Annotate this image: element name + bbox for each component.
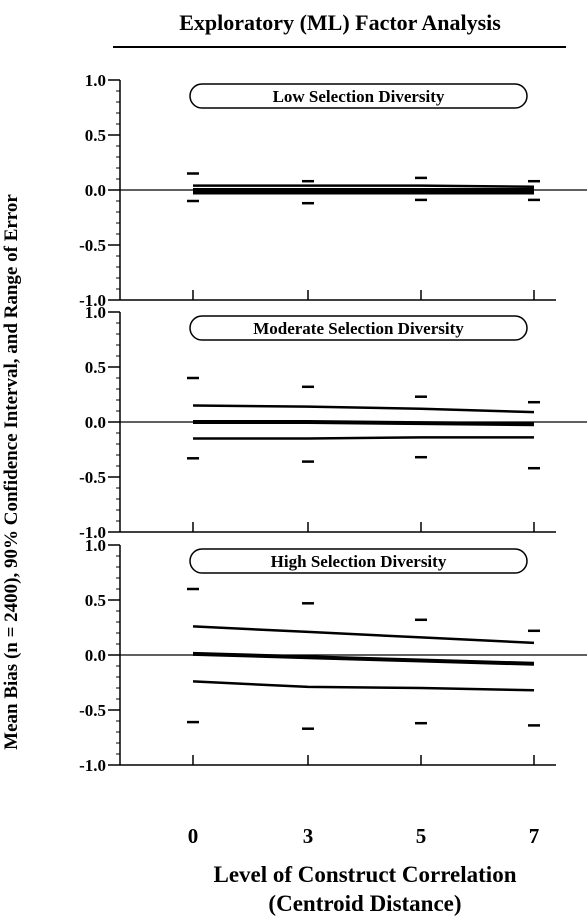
panel-title: High Selection Diversity: [271, 552, 447, 571]
y-tick-label: 0.0: [85, 181, 106, 200]
panel-title-box: [189, 83, 528, 109]
ci-lower-line: [193, 436, 534, 440]
y-axis-label: Mean Bias (n = 2400), 90% Confidence Int…: [1, 194, 22, 750]
panel-3: 1.0 0.5 0.0 -0.5 -1.0 High Selection Diversit…: [79, 536, 587, 775]
panels: 1.0 0.5 0.0 -0.5 -1.0 Low Selection Diversity…: [79, 71, 587, 775]
panel-2: 1.0 0.5 0.0 -0.5 -1.0 Moderate Selection Dive…: [79, 303, 587, 542]
panel-title: Low Selection Diversity: [273, 87, 445, 106]
ci-lower-line: [192, 680, 535, 692]
y-tick-label: 0.0: [85, 646, 106, 665]
x-axis-label-line2: (Centroid Distance): [268, 891, 461, 916]
ci-upper-line: [192, 404, 535, 414]
mean-bias-line: [192, 651, 535, 666]
y-tick-label: 0.0: [85, 413, 106, 432]
mean-bias-line: [193, 420, 535, 427]
ci-upper-line: [193, 184, 535, 188]
x-tick-label: 7: [529, 824, 540, 848]
y-tick-label: 1.0: [85, 536, 106, 555]
panel-title-box: [189, 548, 528, 574]
y-tick-label: -1.0: [79, 756, 106, 775]
x-axis-label-line1: Level of Construct Correlation: [214, 862, 517, 887]
x-tick-labels: 0 3 5 7: [188, 824, 540, 848]
x-tick-label: 0: [188, 824, 199, 848]
panel-title-box: [189, 315, 528, 341]
y-tick-label: -1.0: [79, 291, 106, 310]
x-tick-label: 5: [416, 824, 427, 848]
y-tick-label: -1.0: [79, 523, 106, 542]
y-tick-label: 0.5: [85, 126, 106, 145]
y-tick-label: 0.5: [85, 358, 106, 377]
y-tick-label: -0.5: [79, 701, 106, 720]
y-tick-label: -0.5: [79, 468, 106, 487]
y-tick-label: 0.5: [85, 591, 106, 610]
ci-upper-line: [192, 625, 535, 645]
panel-1: 1.0 0.5 0.0 -0.5 -1.0 Low Selection Diversity: [79, 71, 587, 310]
panel-title: Moderate Selection Diversity: [253, 319, 464, 338]
y-tick-label: -0.5: [79, 236, 106, 255]
y-tick-label: 1.0: [85, 303, 106, 322]
x-tick-label: 3: [303, 824, 314, 848]
y-tick-label: 1.0: [85, 71, 106, 90]
chart-title: Exploratory (ML) Factor Analysis: [179, 10, 501, 35]
